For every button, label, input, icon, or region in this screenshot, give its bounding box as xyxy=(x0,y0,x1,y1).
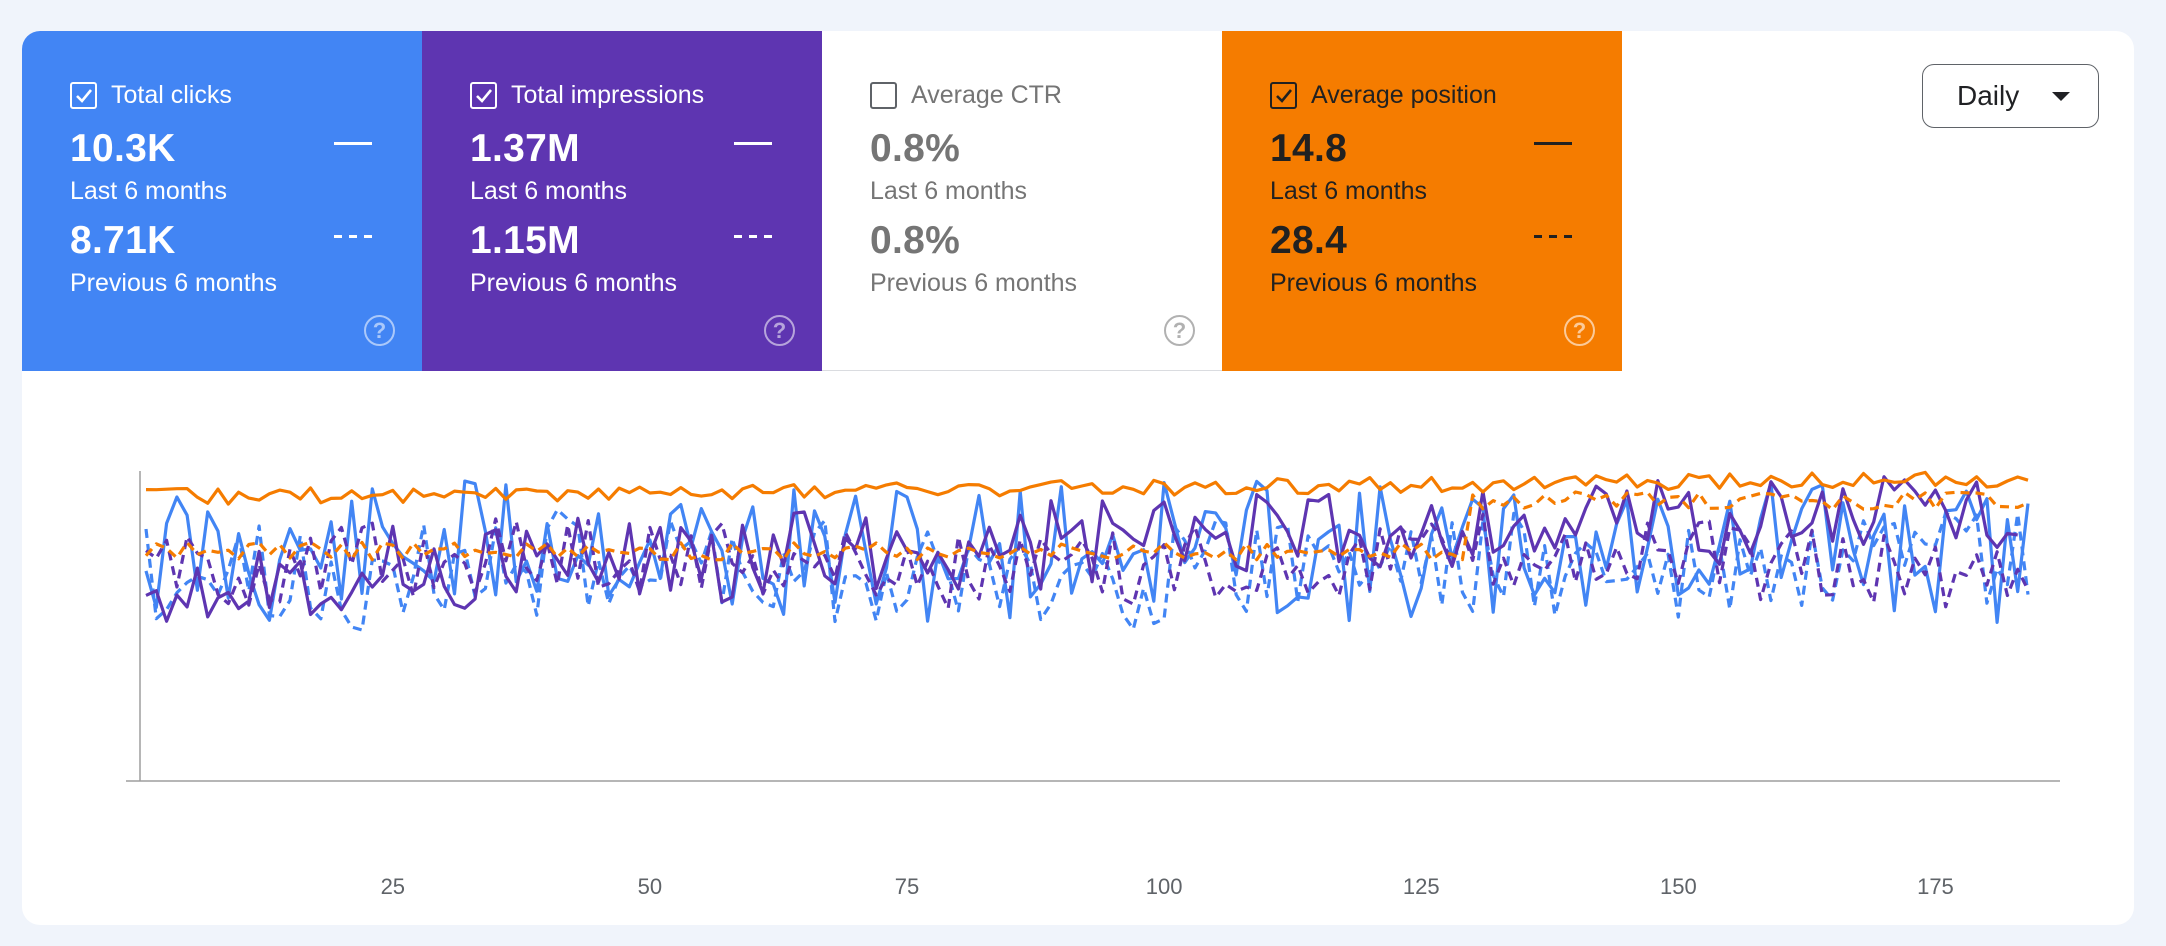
x-tick-label: 75 xyxy=(895,874,919,899)
performance-line-chart: 25 50 75 100 125 150 175 xyxy=(126,470,2060,899)
card-header: Average CTR xyxy=(870,81,1062,110)
series-line-total-clicks-previous xyxy=(144,507,2030,632)
previous-period: Previous 6 months xyxy=(70,269,278,297)
checkbox-checked-icon[interactable] xyxy=(1270,82,1297,109)
current-period: Last 6 months xyxy=(1270,177,1428,205)
card-total-clicks[interactable]: Total clicks 10.3K Last 6 months 8.71K P… xyxy=(22,31,422,371)
granularity-selected: Daily xyxy=(1957,80,2020,111)
card-average-position[interactable]: Average position 14.8 Last 6 months 28.4… xyxy=(1222,31,1622,371)
solid-line-legend-icon xyxy=(734,142,772,145)
current-value: 10.3K xyxy=(70,127,176,170)
current-value: 1.37M xyxy=(470,127,580,170)
x-tick-label: 25 xyxy=(381,874,405,899)
previous-period: Previous 6 months xyxy=(470,269,678,297)
card-title: Total impressions xyxy=(511,81,705,109)
card-title: Average CTR xyxy=(911,81,1062,109)
solid-line-legend-icon xyxy=(334,142,372,145)
granularity-dropdown[interactable]: Daily xyxy=(1922,64,2099,128)
current-period: Last 6 months xyxy=(470,177,628,205)
previous-value: 1.15M xyxy=(470,219,580,262)
card-title: Total clicks xyxy=(111,81,232,109)
dashed-line-legend-icon xyxy=(1534,235,1572,238)
x-tick-label: 125 xyxy=(1403,874,1440,899)
checkbox-checked-icon[interactable] xyxy=(70,82,97,109)
help-icon[interactable]: ? xyxy=(364,315,395,346)
x-tick-label: 175 xyxy=(1917,874,1954,899)
series-line-total-impressions-current xyxy=(145,475,2018,623)
current-value: 14.8 xyxy=(1270,127,1348,170)
previous-period: Previous 6 months xyxy=(1270,269,1478,297)
series-line-average-position-current xyxy=(145,470,2029,506)
help-icon[interactable]: ? xyxy=(1564,315,1595,346)
current-period: Last 6 months xyxy=(870,177,1028,205)
series-layer xyxy=(144,470,2030,632)
x-tick-label: 100 xyxy=(1146,874,1183,899)
help-icon[interactable]: ? xyxy=(1164,315,1195,346)
card-header: Total impressions xyxy=(470,81,704,110)
card-average-ctr[interactable]: Average CTR 0.8% Last 6 months 0.8% Prev… xyxy=(822,31,1222,371)
previous-value: 0.8% xyxy=(870,219,961,262)
previous-value: 28.4 xyxy=(1270,219,1348,262)
dashed-line-legend-icon xyxy=(734,235,772,238)
dashed-line-legend-icon xyxy=(334,235,372,238)
caret-down-icon xyxy=(2052,92,2070,101)
x-tick-label: 50 xyxy=(638,874,662,899)
series-line-average-position-previous xyxy=(144,490,2029,562)
help-icon[interactable]: ? xyxy=(764,315,795,346)
previous-period: Previous 6 months xyxy=(870,269,1078,297)
metric-cards: Total clicks 10.3K Last 6 months 8.71K P… xyxy=(22,31,1622,371)
checkbox-checked-icon[interactable] xyxy=(470,82,497,109)
card-title: Average position xyxy=(1311,81,1497,109)
checkbox-unchecked-icon[interactable] xyxy=(870,82,897,109)
performance-panel: Total clicks 10.3K Last 6 months 8.71K P… xyxy=(22,31,2134,925)
x-tick-label: 150 xyxy=(1660,874,1697,899)
card-header: Average position xyxy=(1270,81,1497,110)
previous-value: 8.71K xyxy=(70,219,176,262)
series-line-total-impressions-previous xyxy=(145,512,2030,610)
card-header: Total clicks xyxy=(70,81,232,110)
current-period: Last 6 months xyxy=(70,177,228,205)
x-tick-labels: 25 50 75 100 125 150 175 xyxy=(381,874,1954,899)
current-value: 0.8% xyxy=(870,127,961,170)
solid-line-legend-icon xyxy=(1534,142,1572,145)
card-total-impressions[interactable]: Total impressions 1.37M Last 6 months 1.… xyxy=(422,31,822,371)
